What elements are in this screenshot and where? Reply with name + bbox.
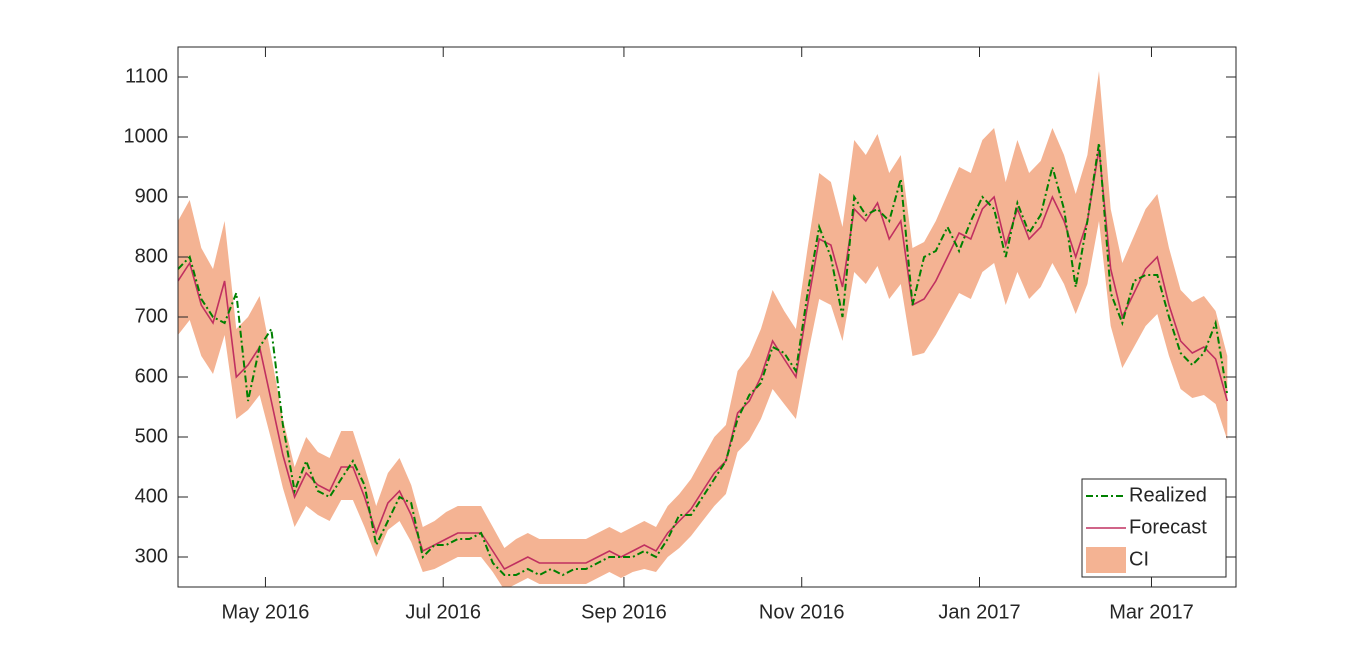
x-tick-label: Jan 2017 [938, 601, 1020, 623]
x-tick-label: Sep 2016 [581, 601, 667, 623]
y-tick-label: 1100 [125, 65, 168, 87]
ci-band [178, 71, 1228, 587]
x-tick-label: Mar 2017 [1109, 601, 1194, 623]
legend: Realized Forecast CI [1081, 478, 1227, 578]
x-tick-label: Nov 2016 [759, 601, 845, 623]
y-tick-label: 700 [135, 305, 168, 327]
y-tick-label: 900 [135, 185, 168, 207]
y-tick-label: 500 [135, 425, 168, 447]
x-tick-label: May 2016 [222, 601, 310, 623]
series-line [178, 142, 1229, 577]
y-tick-label: 400 [135, 485, 168, 507]
x-tick-label: Jul 2016 [405, 601, 481, 623]
y-tick-label: 800 [135, 245, 168, 267]
legend-label: Realized [1129, 484, 1207, 506]
legend-swatch [1086, 547, 1126, 573]
legend-label: Forecast [1129, 516, 1207, 538]
plot-area [178, 71, 1229, 587]
y-tick-label: 1000 [124, 125, 169, 147]
y-tick-label: 300 [135, 545, 168, 567]
y-tick-label: 600 [135, 365, 168, 387]
legend-label: CI [1129, 548, 1149, 570]
series-line [178, 148, 1229, 571]
